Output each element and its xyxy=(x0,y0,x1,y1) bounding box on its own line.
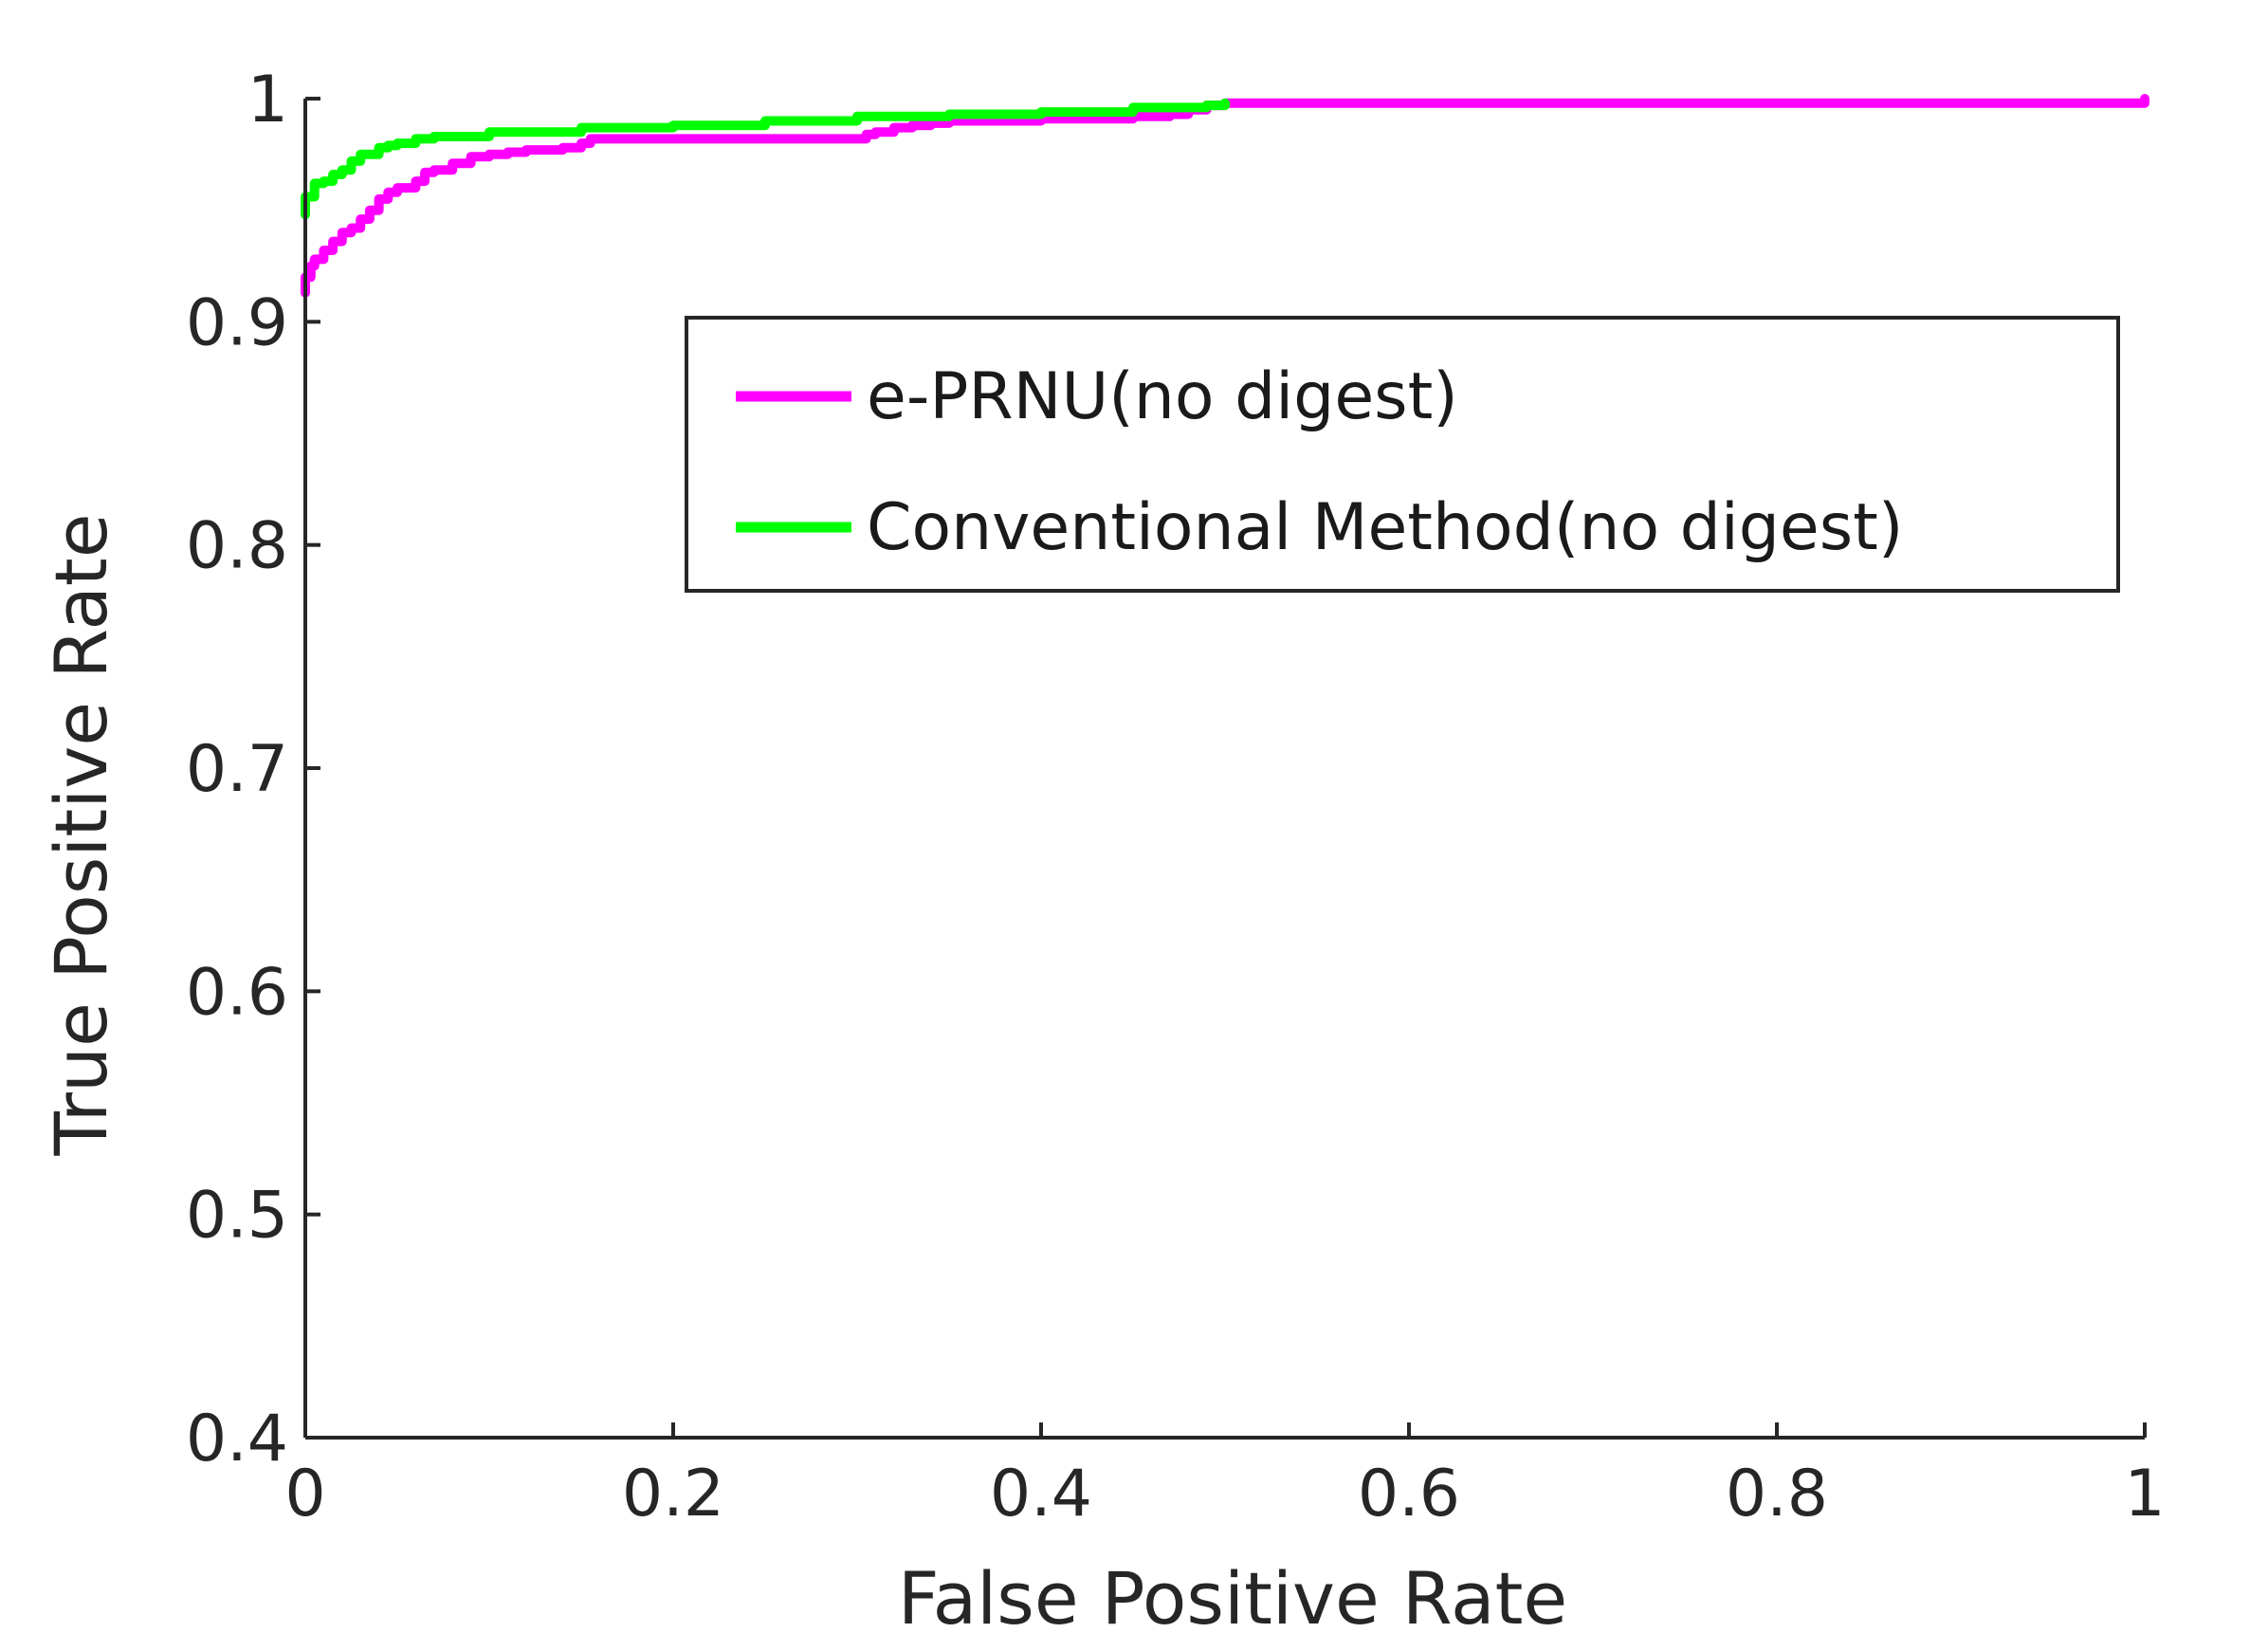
axis-ticks: 0 0.2 0.4 0.6 0.8 1 0.4 0.5 0.6 0.7 0.8 0.9 1 xyxy=(186,63,2166,1532)
x-tick-label: 0.6 xyxy=(1358,1457,1460,1532)
x-tick-label: 0.4 xyxy=(990,1457,1092,1532)
axes xyxy=(303,99,2145,1440)
y-axis-label: True Positive Rate xyxy=(39,514,123,1157)
y-tick-label: 0.7 xyxy=(186,732,288,807)
legend: e-PRNU(no digest) Conventional Method(no… xyxy=(685,316,2120,593)
x-tick-label: 0.2 xyxy=(622,1457,724,1532)
y-tick-label: 1 xyxy=(247,63,288,138)
legend-label-conventional: Conventional Method(no digest) xyxy=(867,490,1903,565)
y-tick-label: 0.9 xyxy=(186,285,288,360)
x-axis-label: False Positive Rate xyxy=(898,1556,1567,1641)
series-line-0 xyxy=(301,94,2149,298)
legend-label-e-prnu: e-PRNU(no digest) xyxy=(867,359,1458,434)
series-line-1 xyxy=(301,98,1230,220)
x-tick-label: 0.8 xyxy=(1726,1457,1828,1532)
y-tick-label: 0.4 xyxy=(186,1402,288,1477)
y-tick-label: 0.6 xyxy=(186,955,288,1030)
y-tick-label: 0.5 xyxy=(186,1179,288,1254)
series-layer xyxy=(301,94,2149,298)
legend-box xyxy=(685,316,2120,593)
x-tick-label: 0 xyxy=(284,1457,325,1532)
y-tick-label: 0.8 xyxy=(186,509,288,584)
x-tick-label: 1 xyxy=(2124,1457,2165,1532)
